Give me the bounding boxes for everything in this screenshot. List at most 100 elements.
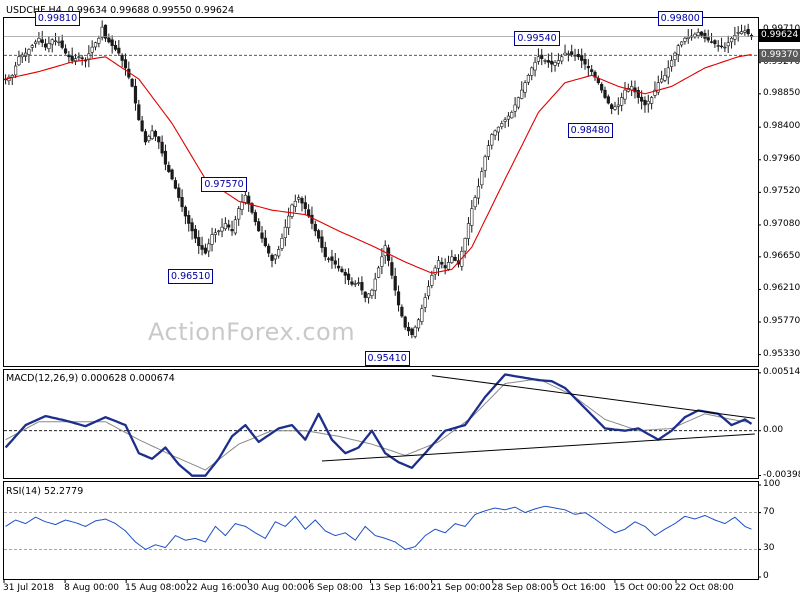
candle-body	[470, 208, 474, 226]
candle-body	[446, 262, 451, 270]
macd-header: MACD(12,26,9) 0.000628 0.000674	[6, 373, 175, 384]
candle-body	[746, 28, 750, 35]
candle-body	[170, 169, 174, 180]
candle-body	[123, 59, 128, 69]
candle-body	[27, 49, 31, 55]
candle-body	[163, 150, 168, 165]
candle-body	[380, 256, 384, 267]
candle-body	[50, 39, 54, 45]
macd-trendline	[431, 375, 755, 419]
candle-body	[213, 232, 217, 235]
candle-body	[217, 230, 221, 233]
candle-body	[233, 219, 237, 234]
candle-body	[496, 126, 501, 133]
candle-body	[416, 319, 421, 329]
candle-body	[167, 164, 171, 172]
price-callout: 0.99800	[657, 11, 703, 27]
candle-body	[60, 40, 64, 48]
candle-body	[510, 112, 514, 119]
candle-body	[623, 89, 627, 100]
candle-body	[503, 119, 507, 122]
candle-body	[100, 26, 104, 38]
candle-body	[263, 237, 267, 247]
price-tick-label: 0.96650	[763, 250, 800, 261]
candle-body	[210, 234, 214, 245]
candle-body	[436, 260, 441, 269]
candle-body	[120, 54, 124, 61]
candle-body	[57, 41, 61, 44]
candle-body	[726, 42, 730, 47]
candle-body	[476, 186, 481, 199]
candle-body	[230, 229, 234, 232]
candle-body	[553, 62, 557, 66]
macd-signal-line	[5, 378, 752, 471]
price-tick-label: 0.97960	[763, 153, 800, 164]
price-callout: 0.99540	[514, 30, 560, 46]
candle-body	[363, 291, 367, 298]
candle-body	[393, 275, 397, 291]
candle-body	[513, 104, 517, 112]
macd-tick-label: 0.005145	[763, 366, 800, 377]
candle-body	[250, 203, 254, 213]
price-tick-label: 0.98400	[763, 121, 800, 132]
candle-body	[63, 48, 68, 54]
candle-body	[500, 123, 504, 127]
candle-body	[330, 256, 334, 261]
candle-body	[406, 326, 411, 332]
candle-body	[420, 308, 424, 322]
candle-body	[410, 328, 414, 335]
candle-body	[693, 33, 697, 38]
candle-body	[633, 87, 637, 93]
candle-body	[70, 55, 74, 61]
candle-body	[383, 245, 387, 257]
candle-body	[703, 33, 707, 39]
candle-body	[486, 145, 491, 157]
candle-body	[40, 39, 44, 44]
candle-body	[340, 268, 344, 272]
candle-body	[466, 223, 471, 239]
candle-body	[350, 281, 354, 285]
candle-body	[147, 136, 151, 141]
candle-body	[373, 278, 377, 291]
candle-body	[303, 202, 307, 209]
candle-body	[473, 197, 477, 208]
candle-body	[526, 75, 531, 83]
candle-body	[483, 156, 487, 171]
candle-body	[197, 237, 201, 247]
candle-body	[536, 56, 540, 62]
candle-body	[673, 52, 677, 61]
candle-body	[583, 59, 587, 65]
candle-body	[190, 222, 194, 232]
candle-body	[260, 232, 264, 239]
candle-body	[590, 69, 594, 72]
candle-body	[53, 40, 58, 42]
candle-body	[699, 31, 704, 36]
candle-body	[713, 40, 717, 45]
candle-body	[317, 230, 321, 239]
candle-body	[157, 136, 161, 143]
candle-body	[480, 171, 484, 186]
price-tick-label: 0.98850	[763, 87, 800, 98]
candle-body	[87, 53, 91, 60]
x-tick-label: 5 Oct 16:00	[552, 583, 606, 593]
candle-body	[133, 85, 138, 104]
price-tick-label: 0.99710	[763, 25, 800, 34]
price-callout: 0.98480	[567, 123, 613, 139]
candle-body	[669, 60, 674, 67]
candle-body	[453, 256, 457, 261]
candle-body	[463, 238, 467, 252]
candle-body	[403, 316, 407, 328]
candle-body	[530, 67, 534, 76]
candle-body	[290, 204, 294, 217]
ohlc-values: 0.99634 0.99688 0.99550 0.99624	[67, 5, 234, 16]
price-panel	[4, 20, 758, 339]
candle-body	[656, 82, 660, 93]
candle-body	[73, 58, 78, 62]
candle-body	[187, 215, 191, 224]
candle-body	[90, 46, 94, 53]
candle-body	[709, 41, 714, 43]
x-tick-label: 28 Sep 08:00	[491, 583, 552, 593]
candle-body	[327, 258, 331, 260]
candle-body	[443, 265, 447, 269]
x-tick-label: 22 Oct 08:00	[675, 583, 734, 593]
